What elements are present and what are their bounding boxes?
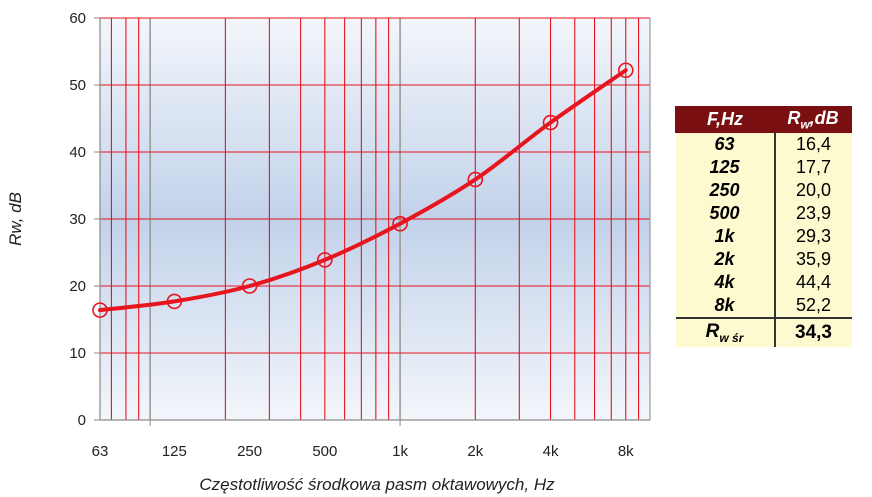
data-point [317,252,333,268]
average-value: 34,3 [774,318,852,347]
table-row: 4k 44,4 [675,271,852,294]
row-frequency: 250 [675,179,776,202]
y-tick-label: 20 [69,278,86,295]
data-point [392,215,408,232]
y-tick-label: 60 [69,10,86,27]
row-frequency: 63 [675,132,776,156]
axes [94,17,650,426]
x-tick-label: 250 [237,443,262,460]
x-tick-label: 8k [618,443,634,460]
row-rw: 16,4 [774,132,852,156]
table-average-row: Rw śr 34,3 [675,318,852,347]
row-frequency: 8k [675,294,776,319]
data-table: F,Hz Rw,dB 63 16,4 125 17,7 250 20,0 500 23,… [675,106,852,347]
y-tick-label: 30 [69,211,86,228]
row-frequency: 125 [675,156,776,179]
y-tick-label: 0 [78,412,86,429]
data-point [617,62,634,79]
header-frequency: F,Hz [675,106,775,133]
row-rw: 17,7 [774,156,852,179]
row-frequency: 1k [675,225,776,248]
table-row: 63 16,4 [675,132,852,156]
row-rw: 35,9 [774,248,852,271]
y-axis-title: Rw, dB [6,192,25,246]
tick-labels: 0 10 20 30 40 50 60 63 125 250 500 1k 2k 4k 8k [69,10,634,460]
data-point [166,293,183,310]
series-line [98,68,628,313]
x-tick-label: 1k [392,443,408,460]
table-row: 250 20,0 [675,179,852,202]
data-point [92,302,108,318]
average-symbol: R [705,321,720,343]
x-tick-label: 4k [543,443,559,460]
y-tick-label: 50 [69,77,86,94]
header-rw-unit: ,dB [809,107,839,128]
header-rw: Rw,dB [774,106,852,133]
x-tick-label: 125 [162,443,187,460]
x-tick-label: 2k [467,443,483,460]
average-subscript: w śr [719,330,744,345]
data-point [542,114,559,131]
grid [100,17,651,420]
table-row: 8k 52,2 [675,294,852,319]
data-point [241,278,258,294]
x-axis-title: Częstotliwość środkowa pasm oktawowych, … [199,475,555,494]
row-frequency: 4k [675,271,776,294]
x-tick-label: 500 [312,443,337,460]
table-row: 500 23,9 [675,202,852,225]
average-label: Rw śr [675,318,776,347]
y-tick-label: 40 [69,144,86,161]
table-row: 2k 35,9 [675,248,852,271]
row-rw: 44,4 [774,271,852,294]
table-row: 125 17,7 [675,156,852,179]
row-rw: 23,9 [774,202,852,225]
table-row: 1k 29,3 [675,225,852,248]
table-header-row: F,Hz Rw,dB [675,106,852,133]
row-frequency: 2k [675,248,776,271]
header-rw-symbol: R [787,107,801,128]
row-rw: 20,0 [774,179,852,202]
data-point [467,171,484,188]
row-rw: 29,3 [774,225,852,248]
x-tick-label: 63 [92,443,109,460]
y-tick-label: 10 [69,345,86,362]
row-rw: 52,2 [774,294,852,319]
row-frequency: 500 [675,202,776,225]
header-rw-subscript: w [800,117,810,132]
data-marks [92,62,634,318]
